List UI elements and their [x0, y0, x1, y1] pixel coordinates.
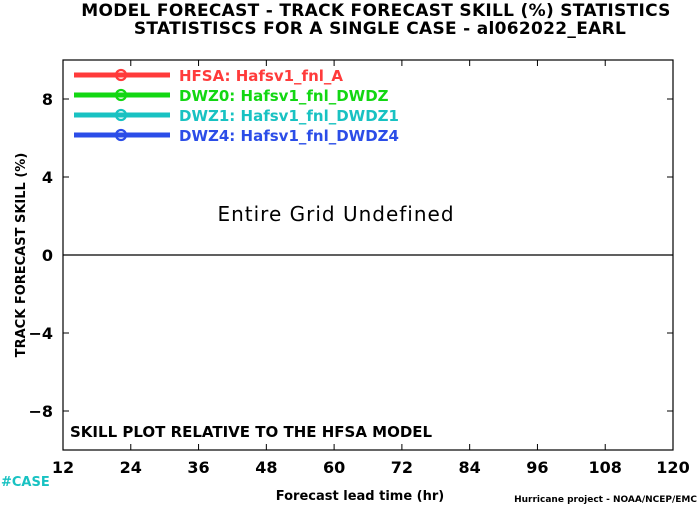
x-axis-label: Forecast lead time (hr) — [276, 489, 444, 504]
x-tick-label: 108 — [589, 458, 622, 477]
legend-item: HFSA: Hafsv1_fnl_A — [74, 67, 343, 85]
y-tick-label: −4 — [28, 324, 53, 343]
chart-title: MODEL FORECAST - TRACK FORECAST SKILL (%… — [81, 1, 670, 21]
legend-marker — [114, 108, 128, 122]
x-tick-label: 120 — [656, 458, 689, 477]
credit-text: Hurricane project - NOAA/NCEP/EMC — [514, 495, 697, 505]
y-axis-label: TRACK FORECAST SKILL (%) — [14, 153, 29, 358]
legend-marker — [114, 128, 128, 142]
legend-label: DWZ4: Hafsv1_fnl_DWDZ4 — [179, 127, 399, 145]
legend-label: HFSA: Hafsv1_fnl_A — [179, 67, 343, 85]
x-tick-label: 36 — [187, 458, 209, 477]
y-tick-label: 8 — [42, 90, 53, 109]
legend-item: DWZ1: Hafsv1_fnl_DWDZ1 — [74, 107, 399, 125]
legend-label: DWZ1: Hafsv1_fnl_DWDZ1 — [179, 107, 399, 125]
y-tick-label: 0 — [42, 246, 53, 265]
legend-label: DWZ0: Hafsv1_fnl_DWDZ — [179, 87, 389, 105]
x-axis-ticks: 12 24 36 48 60 72 84 96 108 120 — [52, 60, 690, 477]
x-tick-label: 84 — [459, 458, 481, 477]
chart-subtitle: STATISTISCS FOR A SINGLE CASE - al062022… — [134, 19, 626, 39]
undefined-grid-note: Entire Grid Undefined — [217, 202, 454, 226]
y-tick-label: 4 — [42, 168, 53, 187]
x-tick-label: 72 — [391, 458, 413, 477]
skill-relative-note: SKILL PLOT RELATIVE TO THE HFSA MODEL — [70, 423, 433, 441]
legend: HFSA: Hafsv1_fnl_A DWZ0: Hafsv1_fnl_DWDZ D… — [74, 67, 399, 145]
legend-marker — [114, 88, 128, 102]
x-tick-label: 48 — [255, 458, 277, 477]
case-label: #CASE — [1, 475, 50, 490]
x-tick-label: 12 — [52, 458, 74, 477]
legend-item: DWZ0: Hafsv1_fnl_DWDZ — [74, 87, 389, 105]
x-tick-label: 60 — [323, 458, 345, 477]
y-axis-ticks: −8 −4 0 4 8 — [28, 90, 673, 421]
x-tick-label: 24 — [120, 458, 142, 477]
x-tick-label: 96 — [526, 458, 548, 477]
legend-marker — [114, 68, 128, 82]
legend-item: DWZ4: Hafsv1_fnl_DWDZ4 — [74, 127, 399, 145]
y-tick-label: −8 — [28, 402, 53, 421]
